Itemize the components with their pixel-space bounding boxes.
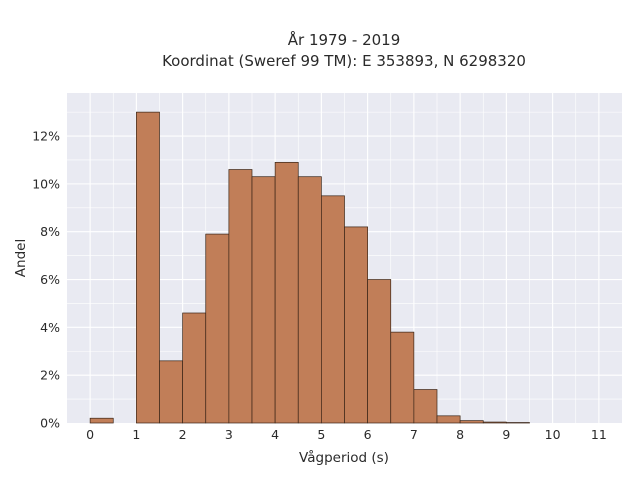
x-tick-label: 0 <box>86 427 94 442</box>
x-tick-label: 7 <box>410 427 418 442</box>
histogram-bar <box>436 415 461 424</box>
x-tick-label: 3 <box>225 427 233 442</box>
x-tick-label: 8 <box>456 427 464 442</box>
x-tick-label: 1 <box>132 427 140 442</box>
y-tick-label: 6% <box>40 272 60 287</box>
x-tick-label: 6 <box>364 427 372 442</box>
x-tick-labels: 0 1 2 3 4 5 6 7 8 9 10 11 <box>86 427 607 442</box>
y-tick-label: 2% <box>40 368 60 383</box>
y-tick-label: 8% <box>40 224 60 239</box>
histogram-bar <box>506 422 530 424</box>
histogram-bar <box>89 417 114 424</box>
bars <box>89 111 530 424</box>
chart-subtitle: Koordinat (Sweref 99 TM): E 353893, N 62… <box>162 52 526 70</box>
histogram-bar <box>459 420 484 424</box>
x-tick-label: 2 <box>179 427 187 442</box>
histogram-bar <box>205 233 230 424</box>
histogram-bar <box>390 331 415 424</box>
histogram-bar <box>367 279 392 424</box>
y-axis-label: Andel <box>13 239 29 277</box>
y-tick-label: 4% <box>40 320 60 335</box>
x-tick-label: 11 <box>591 427 607 442</box>
histogram-bar <box>482 421 507 424</box>
y-tick-label: 10% <box>32 176 60 191</box>
histogram-bar <box>159 360 183 424</box>
x-tick-label: 4 <box>271 427 279 442</box>
histogram-bar <box>228 169 253 424</box>
x-tick-label: 5 <box>317 427 325 442</box>
histogram-bar <box>297 176 322 424</box>
y-tick-label: 0% <box>40 416 60 431</box>
histogram-bar <box>251 176 276 424</box>
y-tick-labels: 0% 2% 4% 6% 8% 10% 12% <box>32 129 60 431</box>
histogram-bar <box>136 111 160 424</box>
x-tick-label: 9 <box>502 427 510 442</box>
x-tick-label: 10 <box>545 427 561 442</box>
x-axis-label: Vågperiod (s) <box>299 449 389 466</box>
histogram-bar <box>321 195 345 424</box>
histogram-bar <box>182 312 207 424</box>
chart-title: År 1979 - 2019 <box>288 30 401 49</box>
histogram-bar <box>344 226 368 424</box>
histogram-bar <box>413 389 438 424</box>
histogram-bar <box>274 161 299 424</box>
y-tick-label: 12% <box>32 129 60 144</box>
